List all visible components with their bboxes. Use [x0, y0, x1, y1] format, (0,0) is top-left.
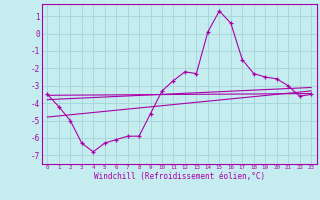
X-axis label: Windchill (Refroidissement éolien,°C): Windchill (Refroidissement éolien,°C): [94, 172, 265, 181]
